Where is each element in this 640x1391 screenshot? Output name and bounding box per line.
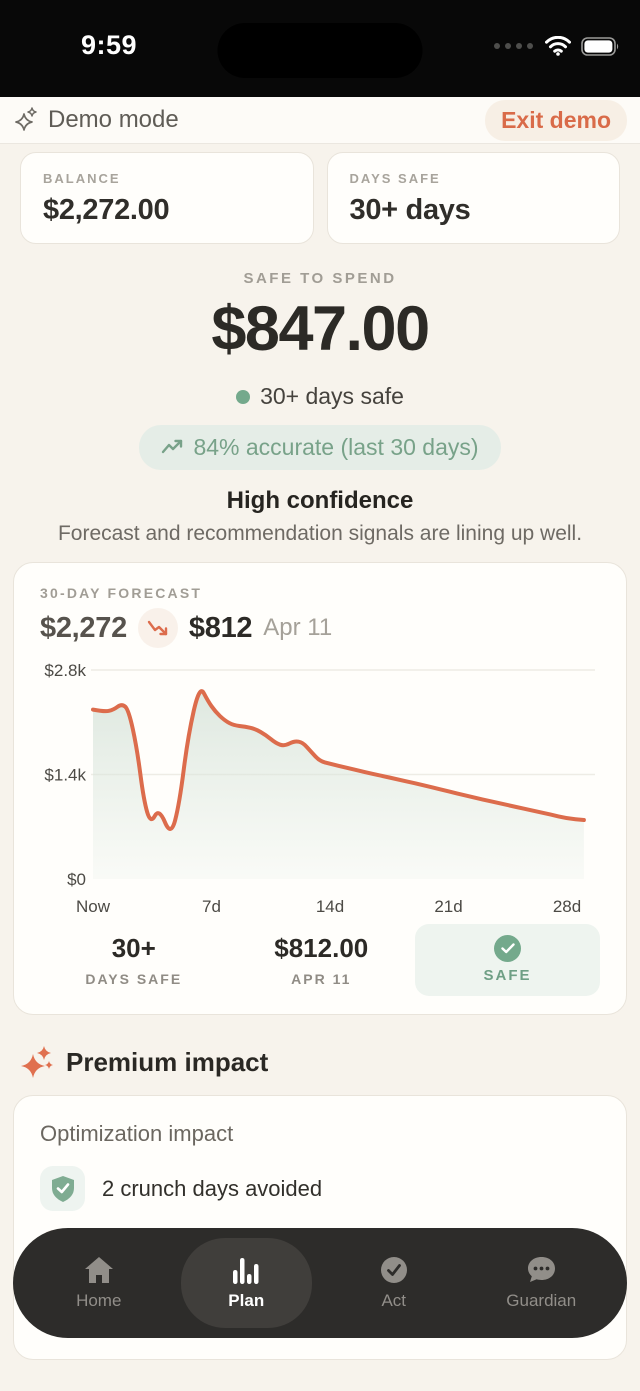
summary-cards-row: BALANCE $2,272.00 DAYS SAFE 30+ days [20, 152, 620, 244]
chat-bubble-icon [527, 1256, 556, 1284]
wifi-icon [545, 36, 571, 56]
svg-text:$0: $0 [67, 870, 86, 889]
days-safe-value: 30+ days [349, 194, 471, 226]
nav-item-plan[interactable]: Plan [180, 1238, 312, 1328]
nav-item-home[interactable]: Home [33, 1238, 165, 1328]
trend-up-icon [161, 439, 184, 456]
stat-days-safe-value: 30+ [111, 933, 156, 963]
svg-text:28d: 28d [553, 897, 581, 916]
stat-end-balance-value: $812.00 [274, 933, 369, 963]
days-safe-card[interactable]: DAYS SAFE 30+ days [326, 152, 620, 244]
svg-text:$1.4k: $1.4k [44, 766, 86, 785]
cellular-signal-icon [494, 43, 533, 49]
sparkles-icon [20, 1045, 54, 1079]
bottom-navigation: Home Plan Act [13, 1228, 627, 1338]
nav-label-guardian: Guardian [506, 1290, 577, 1310]
list-item-text: 2 crunch days avoided [102, 1175, 323, 1201]
svg-text:Now: Now [76, 897, 111, 916]
optimization-impact-title: Optimization impact [40, 1121, 234, 1146]
stat-end-balance: $812.00 APR 11 [228, 933, 416, 987]
check-circle-icon [494, 935, 521, 962]
accuracy-text: 84% accurate (last 30 days) [193, 434, 479, 460]
premium-impact-header: Premium impact [20, 1045, 620, 1079]
forecast-start-value: $2,272 [40, 611, 127, 644]
green-dot-icon [236, 389, 251, 404]
status-bar: 9:59 [0, 0, 640, 97]
days-safe-label: DAYS SAFE [349, 171, 441, 186]
stat-end-balance-label: APR 11 [291, 971, 352, 987]
stat-days-safe: 30+ DAYS SAFE [40, 933, 228, 987]
demo-mode-label: Demo mode [48, 106, 179, 133]
balance-value: $2,272.00 [43, 194, 170, 226]
forecast-end-value: $812 [188, 611, 253, 644]
svg-text:7d: 7d [202, 897, 221, 916]
safe-to-spend-amount: $847.00 [211, 294, 430, 364]
nav-label-plan: Plan [228, 1290, 265, 1310]
safe-status-badge: SAFE [415, 924, 600, 996]
battery-icon [581, 37, 619, 56]
sparkles-outline-icon [14, 107, 40, 133]
svg-text:$2.8k: $2.8k [44, 661, 86, 680]
forecast-card: 30-DAY FORECAST $2,272 $812 Apr 11 [13, 562, 627, 1015]
home-icon [84, 1256, 114, 1284]
balance-card[interactable]: BALANCE $2,272.00 [20, 152, 314, 244]
forecast-title: 30-DAY FORECAST [40, 585, 203, 601]
forecast-values-row: $2,272 $812 Apr 11 [40, 608, 600, 648]
dynamic-island [217, 23, 423, 78]
trend-down-icon [137, 608, 178, 648]
premium-impact-title: Premium impact [66, 1046, 269, 1077]
nav-item-act[interactable]: Act [328, 1238, 460, 1328]
confidence-subtitle: Forecast and recommendation signals are … [57, 522, 583, 545]
days-safe-status-text: 30+ days safe [260, 383, 404, 409]
svg-text:14d: 14d [316, 897, 344, 916]
svg-text:21d: 21d [434, 897, 462, 916]
exit-demo-button[interactable]: Exit demo [485, 99, 627, 141]
demo-mode-banner: Demo mode Exit demo [0, 97, 640, 144]
accuracy-pill[interactable]: 84% accurate (last 30 days) [139, 425, 501, 470]
safe-badge-label: SAFE [483, 967, 532, 984]
balance-label: BALANCE [43, 171, 121, 186]
forecast-stats-row: 30+ DAYS SAFE $812.00 APR 11 SAFE [40, 924, 600, 996]
nav-label-home: Home [76, 1290, 122, 1310]
nav-item-guardian[interactable]: Guardian [476, 1238, 608, 1328]
stat-days-safe-label: DAYS SAFE [85, 971, 183, 987]
check-circle-icon [380, 1256, 408, 1284]
forecast-chart[interactable]: $2.8k $1.4k $0 Now 7d 14d 21d 28d [40, 660, 600, 920]
nav-label-act: Act [381, 1290, 407, 1310]
list-item: 2 crunch days avoided [40, 1166, 600, 1211]
clock: 9:59 [80, 30, 138, 60]
safe-to-spend-eyebrow: SAFE TO SPEND [243, 270, 397, 287]
bar-chart-icon [233, 1256, 259, 1284]
confidence-title: High confidence [226, 487, 414, 514]
shield-check-icon [40, 1166, 85, 1211]
forecast-end-date: Apr 11 [263, 614, 333, 641]
days-safe-status-line: 30+ days safe [0, 383, 640, 410]
